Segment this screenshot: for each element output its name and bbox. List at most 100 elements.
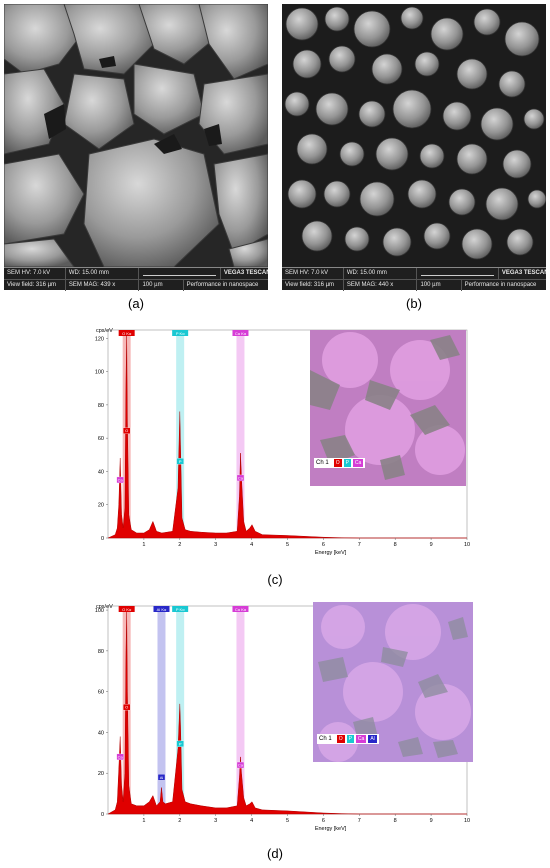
sem-brand: VEGA3 TESCAN [223,270,268,276]
map-legend-swatch-ca: Ca [355,735,367,743]
y-tick-label: 80 [98,403,104,409]
scale-bar [417,268,499,279]
peak-marker-label: P [179,459,182,464]
element-band-tag [172,330,189,336]
peak-marker-label: P [179,741,182,746]
peak-marker-ca [116,476,124,484]
map-legend-c: Ch 1 O P Ca [314,458,366,468]
element-band-al [157,606,166,814]
sem-wd: WD: 15.00 mm [344,268,418,279]
x-tick-label: 10 [464,542,470,548]
y-tick-label: 20 [98,771,104,777]
x-tick-label: 3 [214,818,217,824]
caption-a: (a) [128,296,144,311]
eds-panel-d: O Kα Al Kα P Kα Ca Kα O Al P Ca Ca 0 20 40 60 80 100 1 2… [82,596,476,839]
y-tick-label: 20 [98,503,104,509]
peak-marker-p [176,740,184,747]
sem-view-field: View field: 316 µm [282,280,344,291]
peak-marker-label: Ca [118,477,124,482]
y-tick-label: 100 [95,608,104,614]
element-band-label: P Kα [176,331,185,336]
eds-map-c: Ch 1 O P Ca [310,330,466,486]
y-tick-label: 120 [95,336,104,342]
x-tick-label: 6 [322,818,325,824]
x-axis-label: Energy [keV] [315,550,347,556]
x-tick-label: 6 [322,542,325,548]
map-legend-label: Ch 1 [319,736,332,742]
x-tick-label: 4 [250,818,253,824]
peak-marker-label: O [125,428,128,433]
sem-info-bar-a: SEM HV: 7.0 kV WD: 15.00 mm VEGA3 TESCAN… [4,267,268,291]
peak-marker-ca [236,761,245,769]
peak-marker-o [123,703,131,711]
map-legend-swatch-o: O [333,459,342,467]
element-band-label: Ca Kα [235,607,247,612]
element-band-label: Ca Kα [235,331,247,336]
sem-scale-label: 100 µm [139,280,184,291]
x-tick-label: 7 [358,542,361,548]
peak-marker-label: Ca [238,475,244,480]
caption-b: (b) [406,296,422,311]
x-tick-label: 1 [142,542,145,548]
element-band-tag [118,330,135,336]
element-band-label: P Kα [176,607,185,612]
x-tick-label: 10 [464,818,470,824]
x-tick-label: 1 [142,818,145,824]
x-tick-label: 9 [430,818,433,824]
element-band-label: Al Kα [157,607,167,612]
sem-mag: SEM MAG: 440 x [344,280,418,291]
caption-c: (c) [267,572,283,587]
peak-marker-label: Ca [238,763,244,768]
peak-marker-ca [236,474,245,482]
sem-mag: SEM MAG: 439 x [66,280,140,291]
y-axis-label: cps/eV [96,604,113,610]
x-tick-label: 5 [286,818,289,824]
x-tick-label: 3 [214,542,217,548]
x-tick-label: 2 [178,818,181,824]
element-band-tag [172,606,189,612]
sem-info-bar-b: SEM HV: 7.0 kV WD: 15.00 mm VEGA3 TESCAN… [282,267,546,291]
peak-marker-o [123,427,131,434]
x-tick-label: 9 [430,542,433,548]
spectrum-area [107,334,467,539]
peak-marker-p [176,458,184,465]
element-band-ca [236,330,245,538]
y-tick-label: 60 [98,436,104,442]
y-tick-label: 40 [98,469,104,475]
sem-brand: VEGA3 TESCAN [501,270,546,276]
x-axis-label: Energy [keV] [315,826,347,832]
map-legend-d: Ch 1 O P Ca Al [317,734,379,744]
x-tick-label: 5 [286,542,289,548]
element-band-label: O Kα [122,607,132,612]
map-legend-swatch-p: P [346,735,354,743]
peak-marker-ca [116,753,124,761]
eds-map-d: Ch 1 O P Ca Al [313,602,473,762]
peak-marker-label: Al [160,775,164,780]
x-tick-label: 7 [358,818,361,824]
y-tick-label: 0 [101,536,104,542]
element-band-ca [236,606,245,814]
y-tick-label: 40 [98,730,104,736]
sem-slogan: Performance in nanospace [186,282,259,288]
sem-slogan: Performance in nanospace [464,282,537,288]
peak-marker-al [157,774,166,781]
sem-hv: SEM HV: 7.0 kV [4,268,66,279]
y-tick-label: 80 [98,649,104,655]
element-band-tag [118,606,135,612]
element-band-tag [153,606,170,612]
sem-image-a: SEM HV: 7.0 kV WD: 15.00 mm VEGA3 TESCAN… [4,4,268,291]
y-tick-label: 100 [95,370,104,376]
sem-image-b: SEM HV: 7.0 kV WD: 15.00 mm VEGA3 TESCAN… [282,4,546,291]
peak-marker-label: Ca [118,754,124,759]
caption-d: (d) [267,846,283,861]
sem-micrograph-a [4,4,268,267]
map-legend-swatch-al: Al [368,735,377,743]
x-tick-label: 8 [394,542,397,548]
sem-scale-label: 100 µm [417,280,462,291]
x-tick-label: 8 [394,818,397,824]
scale-bar [139,268,221,279]
spectrum-area [107,612,467,815]
element-band-tag [232,606,249,612]
x-tick-label: 4 [250,542,253,548]
element-band-label: O Kα [122,331,132,336]
